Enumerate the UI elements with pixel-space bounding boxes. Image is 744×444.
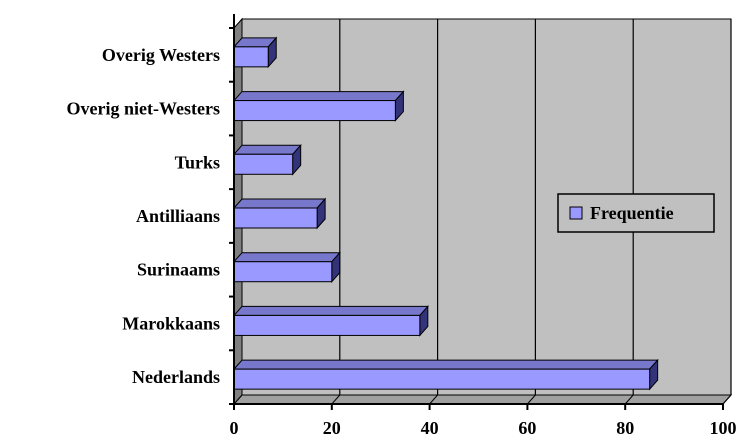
legend-swatch bbox=[569, 206, 583, 220]
floor-gridline bbox=[624, 394, 634, 405]
x-tick-label: 100 bbox=[710, 418, 737, 438]
x-tick-label: 0 bbox=[230, 418, 239, 438]
bar bbox=[233, 207, 318, 229]
bar bbox=[233, 100, 396, 122]
bar-top-face bbox=[232, 305, 429, 316]
category-label: Turks bbox=[175, 152, 220, 172]
legend-box bbox=[557, 193, 715, 233]
floor-gridline bbox=[429, 394, 438, 405]
labels: Nederlands Marokkaans Surinaams Antilliaans… bbox=[67, 45, 737, 438]
category-label: Marokkaans bbox=[122, 313, 220, 333]
floor-gridline bbox=[331, 394, 341, 405]
x-tick-label: 20 bbox=[323, 418, 341, 438]
category-label: Antilliaans bbox=[136, 206, 220, 226]
category-label: Overig niet-Westers bbox=[67, 99, 220, 119]
bar bbox=[233, 368, 651, 390]
bar bbox=[233, 153, 294, 175]
floor-gridline bbox=[722, 394, 732, 405]
bar-top-face bbox=[232, 91, 405, 102]
bar bbox=[233, 46, 269, 68]
plot-floor-plane bbox=[232, 394, 733, 405]
category-label: Surinaams bbox=[137, 260, 220, 280]
bar-top-face bbox=[232, 198, 327, 209]
bar-top-face bbox=[232, 252, 341, 263]
x-tick-label: 80 bbox=[616, 418, 634, 438]
bar-top-face bbox=[232, 359, 659, 370]
axes bbox=[229, 14, 724, 410]
bar bbox=[233, 314, 421, 336]
bars bbox=[232, 36, 659, 391]
plot-floor bbox=[232, 394, 733, 405]
legend-label: Frequentie bbox=[590, 203, 674, 223]
legend: Frequentie bbox=[557, 193, 715, 233]
bar-top-face bbox=[232, 144, 302, 155]
category-label: Overig Westers bbox=[102, 45, 220, 65]
x-tick-label: 60 bbox=[518, 418, 536, 438]
floor-gridline bbox=[527, 394, 536, 405]
category-label: Nederlands bbox=[132, 367, 220, 387]
x-tick-label: 40 bbox=[421, 418, 439, 438]
bar bbox=[233, 261, 333, 283]
